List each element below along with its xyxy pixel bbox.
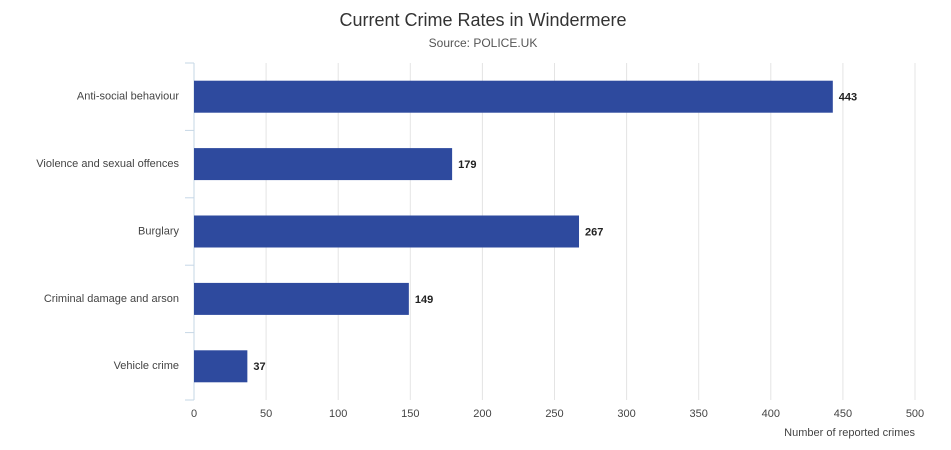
x-tick-label: 350	[690, 408, 708, 420]
bar	[194, 350, 248, 383]
x-tick-label: 500	[906, 408, 924, 420]
y-tick-label: Criminal damage and arson	[44, 293, 179, 305]
chart-title: Current Crime Rates in Windermere	[339, 10, 626, 30]
chart-subtitle: Source: POLICE.UK	[429, 36, 538, 50]
value-label: 149	[415, 294, 433, 306]
x-tick-label: 400	[762, 408, 780, 420]
bar	[194, 215, 580, 248]
x-tick-label: 450	[834, 408, 852, 420]
bar	[194, 148, 453, 181]
bar	[194, 80, 833, 113]
y-tick-label: Burglary	[138, 225, 179, 237]
x-tick-label: 50	[260, 408, 272, 420]
y-tick-label: Violence and sexual offences	[36, 158, 179, 170]
y-tick-label: Anti-social behaviour	[77, 91, 179, 103]
x-tick-label: 0	[191, 408, 197, 420]
value-label: 37	[253, 361, 265, 373]
x-tick-label: 150	[401, 408, 419, 420]
x-tick-label: 100	[329, 408, 347, 420]
value-label: 179	[458, 159, 476, 171]
x-tick-label: 200	[473, 408, 491, 420]
x-axis-title: Number of reported crimes	[784, 427, 915, 439]
y-tick-label: Vehicle crime	[114, 360, 179, 372]
value-label: 443	[839, 92, 857, 104]
bar	[194, 282, 409, 315]
x-tick-label: 250	[545, 408, 563, 420]
x-tick-label: 300	[617, 408, 635, 420]
value-label: 267	[585, 226, 603, 238]
